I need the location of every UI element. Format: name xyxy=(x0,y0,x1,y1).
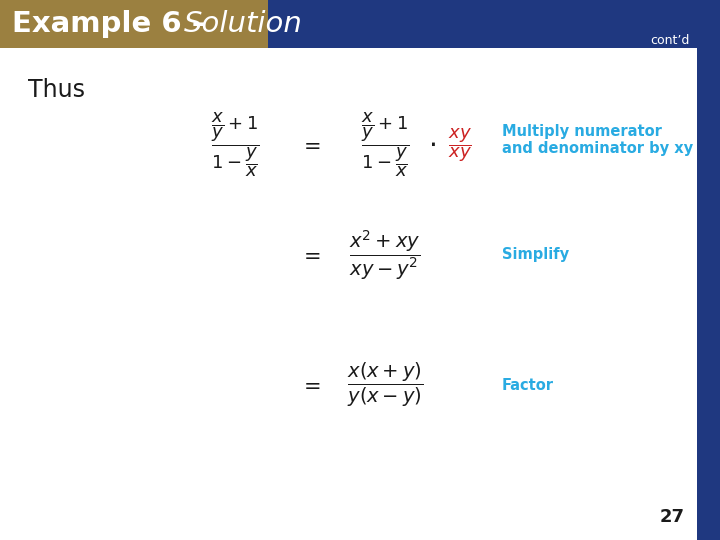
Text: $=$: $=$ xyxy=(300,375,320,395)
Text: $\dfrac{x^2+xy}{xy-y^2}$: $\dfrac{x^2+xy}{xy-y^2}$ xyxy=(349,228,420,282)
Bar xyxy=(0,0,268,48)
Text: $=$: $=$ xyxy=(300,135,320,155)
Text: Solution: Solution xyxy=(184,10,303,38)
Text: cont’d: cont’d xyxy=(651,34,690,47)
Text: $\dfrac{xy}{xy}$: $\dfrac{xy}{xy}$ xyxy=(448,126,472,164)
Text: Example 6 –: Example 6 – xyxy=(12,10,217,38)
Text: Factor: Factor xyxy=(502,377,554,393)
Text: $\dfrac{\dfrac{x}{y}+1}{1-\dfrac{y}{x}}$: $\dfrac{\dfrac{x}{y}+1}{1-\dfrac{y}{x}}$ xyxy=(361,111,410,179)
Text: $\cdot$: $\cdot$ xyxy=(428,131,436,159)
Text: Thus: Thus xyxy=(28,78,85,102)
Text: $\dfrac{x(x+y)}{y(x-y)}$: $\dfrac{x(x+y)}{y(x-y)}$ xyxy=(347,361,423,409)
Text: 27: 27 xyxy=(660,508,685,526)
Text: $\dfrac{\dfrac{x}{y}+1}{1-\dfrac{y}{x}}$: $\dfrac{\dfrac{x}{y}+1}{1-\dfrac{y}{x}}$ xyxy=(210,111,259,179)
Text: Simplify: Simplify xyxy=(502,247,569,262)
Text: Multiply numerator
and denominator by xy: Multiply numerator and denominator by xy xyxy=(502,124,693,156)
Bar xyxy=(697,0,720,540)
Text: $=$: $=$ xyxy=(300,245,320,265)
Bar xyxy=(268,0,697,48)
